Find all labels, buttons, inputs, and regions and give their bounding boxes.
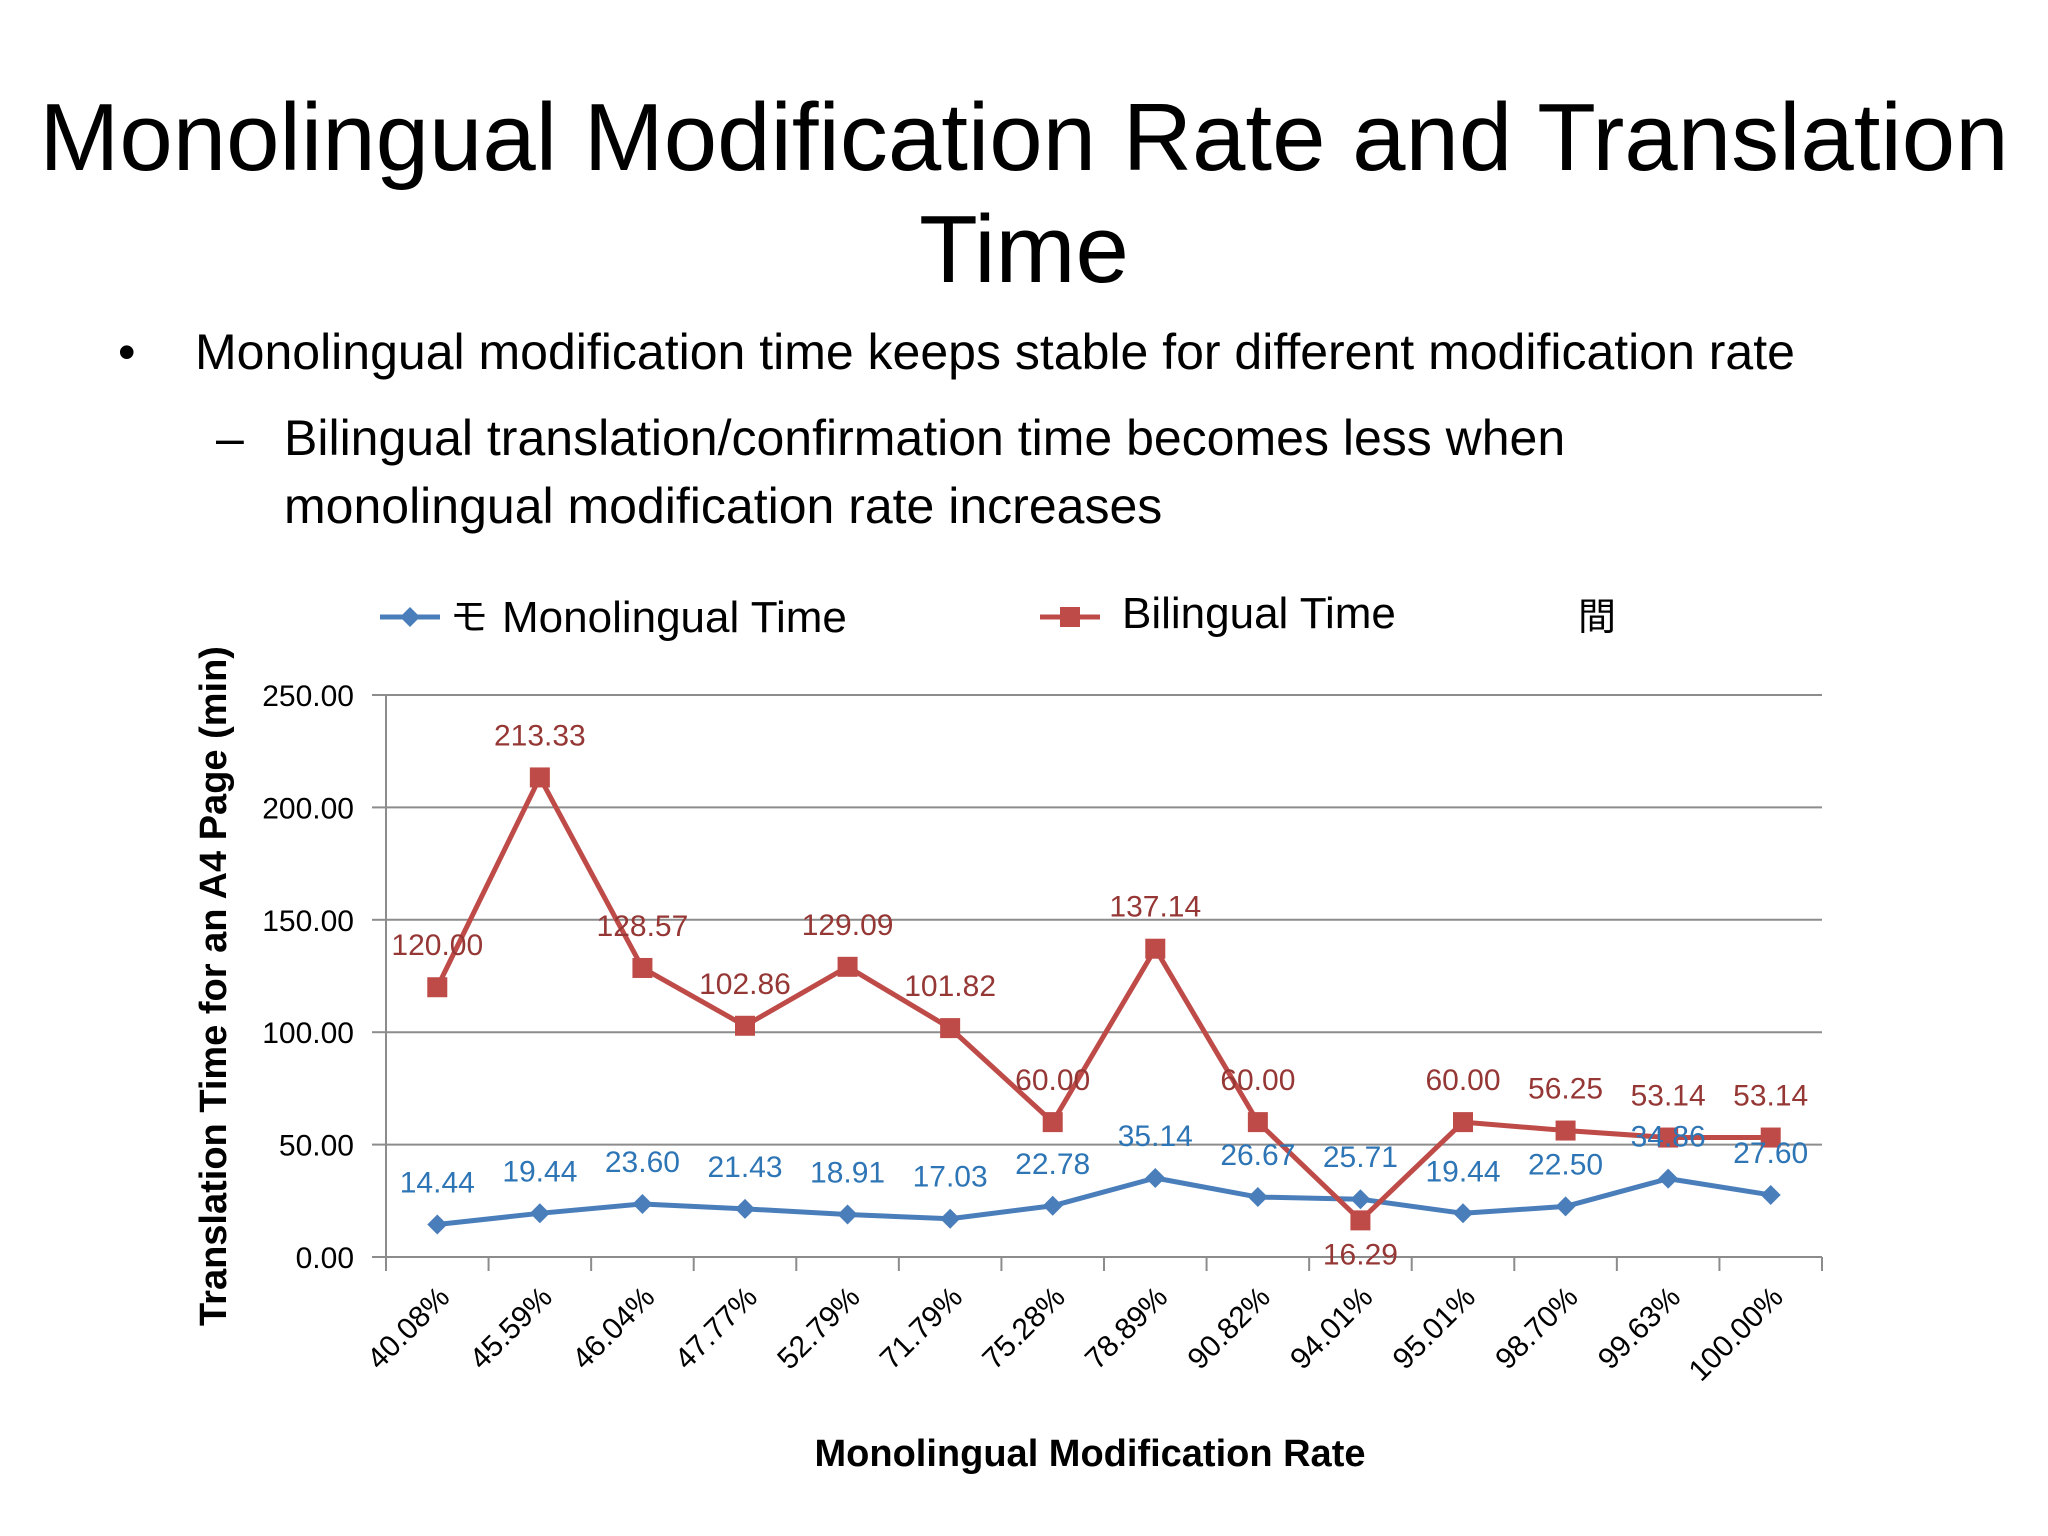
x-tick-label: 95.01% bbox=[1387, 1281, 1482, 1376]
data-point-bilingual bbox=[427, 977, 448, 998]
data-point-bilingual bbox=[1658, 1127, 1679, 1148]
data-label-monolingual: 19.44 bbox=[1425, 1155, 1500, 1188]
legend-stray-glyph: 間 bbox=[1578, 597, 1616, 639]
data-label-monolingual: 23.60 bbox=[605, 1146, 680, 1179]
data-label-bilingual: 16.29 bbox=[1323, 1238, 1398, 1271]
x-tick-label: 45.59% bbox=[464, 1281, 559, 1376]
data-label-monolingual: 27.60 bbox=[1733, 1137, 1808, 1170]
x-tick-label: 75.28% bbox=[976, 1281, 1071, 1376]
data-point-monolingual bbox=[735, 1198, 755, 1219]
data-point-monolingual bbox=[1658, 1168, 1679, 1189]
x-tick-label: 52.79% bbox=[771, 1281, 866, 1376]
legend-marker-bilingual bbox=[1060, 607, 1080, 627]
data-label-bilingual: 213.33 bbox=[494, 719, 586, 752]
data-point-bilingual bbox=[1247, 1112, 1268, 1133]
x-tick-label: 99.63% bbox=[1592, 1281, 1687, 1376]
x-tick-label: 78.89% bbox=[1079, 1281, 1174, 1376]
data-label-bilingual: 53.14 bbox=[1631, 1080, 1706, 1113]
data-label-monolingual: 21.43 bbox=[707, 1151, 782, 1184]
y-tick-label: 100.00 bbox=[262, 1017, 354, 1050]
x-axis-title: Monolingual Modification Rate bbox=[815, 1433, 1366, 1475]
data-point-bilingual bbox=[1042, 1112, 1063, 1133]
data-point-monolingual bbox=[1453, 1203, 1473, 1224]
data-label-monolingual: 22.78 bbox=[1015, 1148, 1090, 1181]
bullet-text: Monolingual modification time keeps stab… bbox=[195, 324, 1795, 380]
legend-marker-monolingual bbox=[400, 607, 420, 627]
y-axis-title: Translation Time for an A4 Page (min) bbox=[193, 646, 235, 1326]
data-label-bilingual: 128.57 bbox=[597, 910, 689, 943]
data-point-bilingual bbox=[940, 1018, 961, 1039]
y-tick-label: 250.00 bbox=[262, 680, 354, 713]
y-tick-label: 200.00 bbox=[262, 792, 354, 825]
series-line-bilingual bbox=[435, 774, 1771, 1223]
bullet-marker: • bbox=[118, 324, 136, 380]
data-point-bilingual bbox=[1760, 1127, 1781, 1148]
data-point-monolingual bbox=[1042, 1195, 1063, 1216]
x-tick-label: 94.01% bbox=[1284, 1281, 1379, 1376]
data-point-monolingual bbox=[837, 1204, 858, 1225]
y-tick-label: 150.00 bbox=[262, 905, 354, 938]
data-point-bilingual bbox=[735, 1015, 755, 1036]
sub-bullet-text: Bilingual translation/confirmation time … bbox=[284, 410, 1566, 534]
y-tick-label: 0.00 bbox=[296, 1242, 354, 1275]
data-label-bilingual: 129.09 bbox=[802, 909, 894, 942]
data-point-monolingual bbox=[1350, 1189, 1371, 1210]
data-point-monolingual bbox=[427, 1214, 448, 1235]
data-label-bilingual: 56.25 bbox=[1528, 1073, 1603, 1106]
data-label-monolingual: 35.14 bbox=[1118, 1120, 1193, 1153]
data-label-bilingual: 53.14 bbox=[1733, 1080, 1808, 1113]
data-label-monolingual: 17.03 bbox=[913, 1161, 988, 1194]
data-label-bilingual: 102.86 bbox=[699, 968, 791, 1001]
data-label-monolingual: 18.91 bbox=[810, 1156, 885, 1189]
data-label-monolingual: 34.86 bbox=[1631, 1121, 1706, 1154]
data-point-monolingual bbox=[940, 1208, 961, 1229]
sub-bullet-marker: – bbox=[216, 410, 244, 466]
x-tick-label: 71.79% bbox=[874, 1281, 969, 1376]
data-point-monolingual bbox=[1247, 1187, 1268, 1208]
data-point-bilingual bbox=[529, 767, 550, 788]
data-point-bilingual bbox=[1145, 938, 1166, 959]
data-point-bilingual bbox=[837, 956, 858, 977]
y-tick-label: 50.00 bbox=[279, 1130, 354, 1163]
legend-label-monolingual: Monolingual Time bbox=[502, 593, 847, 642]
data-label-monolingual: 19.44 bbox=[502, 1155, 577, 1188]
data-label-monolingual: 25.71 bbox=[1323, 1141, 1398, 1174]
legend-stray-glyph: モ bbox=[450, 597, 488, 639]
data-label-bilingual: 101.82 bbox=[904, 970, 996, 1003]
x-tick-label: 100.00% bbox=[1683, 1281, 1790, 1388]
x-tick-label: 40.08% bbox=[361, 1281, 456, 1376]
data-label-bilingual: 60.00 bbox=[1220, 1064, 1295, 1097]
x-tick-label: 47.77% bbox=[669, 1281, 764, 1376]
x-tick-label: 90.82% bbox=[1182, 1281, 1277, 1376]
data-point-bilingual bbox=[1453, 1112, 1473, 1133]
data-label-bilingual: 120.00 bbox=[391, 929, 483, 962]
data-point-monolingual bbox=[632, 1193, 653, 1214]
data-label-bilingual: 60.00 bbox=[1425, 1064, 1500, 1097]
data-label-monolingual: 26.67 bbox=[1220, 1139, 1295, 1172]
data-point-bilingual bbox=[1555, 1120, 1576, 1141]
data-point-monolingual bbox=[1760, 1184, 1781, 1205]
data-point-monolingual bbox=[1145, 1168, 1166, 1189]
data-point-bilingual bbox=[1350, 1210, 1371, 1231]
data-point-bilingual bbox=[632, 957, 653, 978]
series-line-monolingual bbox=[437, 1175, 1772, 1228]
data-point-monolingual bbox=[1555, 1196, 1576, 1217]
legend-label-bilingual: Bilingual Time bbox=[1122, 589, 1396, 638]
data-label-bilingual: 137.14 bbox=[1109, 891, 1201, 924]
data-point-monolingual bbox=[529, 1203, 550, 1224]
data-label-bilingual: 60.00 bbox=[1015, 1064, 1090, 1097]
x-tick-label: 98.70% bbox=[1489, 1281, 1584, 1376]
x-tick-label: 46.04% bbox=[566, 1281, 661, 1376]
data-label-monolingual: 22.50 bbox=[1528, 1148, 1603, 1181]
slide-title: Monolingual Modification Rate and Transl… bbox=[39, 84, 2009, 303]
data-label-monolingual: 14.44 bbox=[400, 1167, 475, 1200]
